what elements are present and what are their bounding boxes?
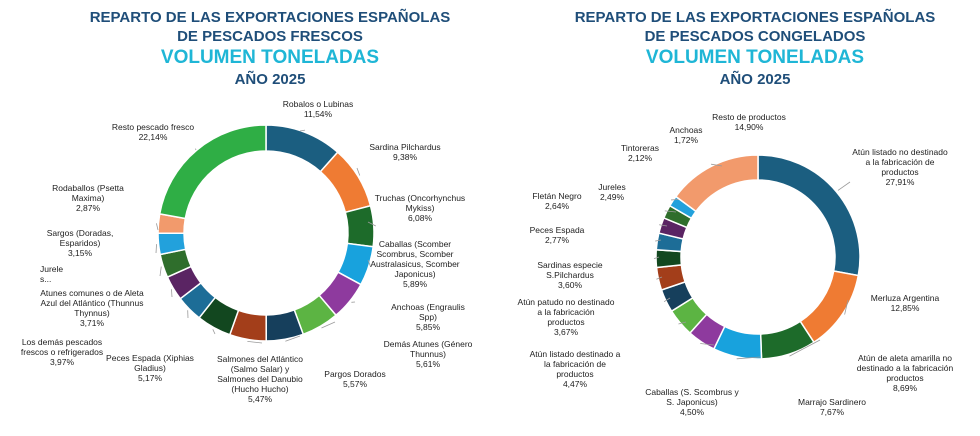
frozen-leader-line-3 bbox=[736, 356, 761, 360]
fresh-fish-donut-chart: Robalos o Lubinas 11,54% Sardina Pilchardu… bbox=[21, 99, 473, 404]
right-chart-title-block: REPARTO DE LAS EXPORTACIONES ESPAÑOLAS D… bbox=[555, 8, 955, 89]
frozen-leader-line-1 bbox=[844, 299, 849, 315]
fresh-slice-label-2: Truchas (Oncorhynchus Mykiss) 6,08% bbox=[375, 193, 465, 223]
frozen-leader-line-8 bbox=[653, 256, 660, 260]
frozen-leader-line-9 bbox=[655, 239, 662, 242]
frozen-leader-line-11 bbox=[664, 210, 677, 213]
frozen-slice-label-10: Jureles 2,49% bbox=[598, 182, 625, 202]
fresh-leader-line-1 bbox=[356, 167, 361, 176]
frozen-slice-label-1: Merluza Argentina 12,85% bbox=[871, 293, 940, 313]
frozen-slice-label-5: Atún listado destinado a la fabricación d… bbox=[530, 349, 621, 389]
fresh-slice-label-9: Los demás pescados frescos o refrigerados… bbox=[21, 337, 103, 367]
frozen-slice-8 bbox=[655, 248, 683, 269]
frozen-slice-label-9: Fletán Negro 2,64% bbox=[532, 191, 581, 211]
right-chart-subtitle: VOLUMEN TONELADAS bbox=[645, 47, 865, 68]
frozen-leader-line-5 bbox=[678, 321, 687, 325]
frozen-leader-line-4 bbox=[700, 343, 715, 346]
fresh-leader-line-0 bbox=[299, 129, 306, 132]
frozen-slice-1 bbox=[799, 270, 860, 344]
fresh-leader-line-7 bbox=[247, 341, 263, 344]
frozen-leader-line-2 bbox=[789, 339, 821, 357]
right-chart-year: AÑO 2025 bbox=[719, 71, 791, 88]
fresh-leader-line-6 bbox=[285, 335, 301, 342]
right-chart-title-line-2: DE PESCADOS CONGELADOS bbox=[644, 28, 866, 45]
left-chart-year: AÑO 2025 bbox=[234, 71, 306, 88]
fresh-slice-label-12: Sargos (Doradas, Esparidos) 3,15% bbox=[47, 228, 114, 258]
fresh-leader-line-5 bbox=[321, 321, 336, 329]
frozen-slice-label-13: Resto de productos 14,90% bbox=[712, 112, 786, 132]
frozen-slice-0 bbox=[757, 154, 861, 277]
frozen-slice-label-8: Peces Espada 2,77% bbox=[530, 225, 585, 245]
fresh-slice-label-8: Peces Espada (Xiphias Gladius) 5,17% bbox=[106, 353, 194, 383]
frozen-leader-line-0 bbox=[837, 181, 851, 191]
frozen-fish-donut-chart: Atún listado no destinado a la fabricació… bbox=[518, 112, 954, 417]
fresh-leader-line-12 bbox=[155, 244, 157, 254]
frozen-leader-line-13 bbox=[711, 163, 723, 167]
fresh-leader-line-11 bbox=[159, 266, 162, 277]
fresh-leader-line-14 bbox=[195, 148, 197, 151]
fresh-leader-line-13 bbox=[156, 223, 159, 231]
left-chart-title-block: REPARTO DE LAS EXPORTACIONES ESPAÑOLAS D… bbox=[60, 8, 480, 89]
fresh-slice-label-5: Demás Atunes (Género Thunnus) 5,61% bbox=[384, 339, 473, 369]
fresh-slice-label-3: Caballas (Scomber Scombrus, Scomber Austra… bbox=[370, 239, 459, 289]
frozen-slice-label-3: Marrajo Sardinero 7,67% bbox=[798, 397, 866, 417]
frozen-slice-label-6: Atún patudo no destinado a la fabricación… bbox=[518, 297, 615, 337]
fresh-slice-2 bbox=[344, 204, 375, 248]
fresh-slice-label-10: Atunes comunes o de Aleta Azul del Atlánt… bbox=[40, 288, 144, 328]
frozen-slice-label-12: Anchoas 1,72% bbox=[669, 125, 702, 145]
frozen-leader-line-6 bbox=[663, 297, 671, 303]
fresh-slice-label-14: Resto pescado fresco 22,14% bbox=[112, 122, 194, 142]
frozen-slice-label-7: Sardinas especie S.Pilchardus 3,60% bbox=[537, 260, 602, 290]
left-chart-title-line-2: DE PESCADOS FRESCOS bbox=[177, 28, 363, 45]
fresh-slice-label-0: Robalos o Lubinas 11,54% bbox=[283, 99, 353, 119]
fresh-slice-label-4: Anchoas (Engraulis Spp) 5,85% bbox=[391, 302, 465, 332]
fresh-slice-label-13: Rodaballos (Psetta Maxima) 2,87% bbox=[52, 183, 124, 213]
fresh-slice-label-7: Salmones del Atlántico (Salmo Salar) y Sal… bbox=[217, 354, 303, 404]
right-chart-title-line-1: REPARTO DE LAS EXPORTACIONES ESPAÑOLAS bbox=[574, 9, 936, 26]
left-chart-title-line-1: REPARTO DE LAS EXPORTACIONES ESPAÑOLAS bbox=[89, 9, 451, 26]
fresh-slice-label-11: Jurele s... bbox=[40, 264, 63, 284]
fresh-leader-line-3 bbox=[367, 259, 372, 267]
frozen-slice-13 bbox=[674, 154, 759, 213]
fresh-leader-line-2 bbox=[367, 221, 376, 227]
fresh-slice-label-6: Pargos Dorados 5,57% bbox=[324, 369, 385, 389]
left-chart-subtitle: VOLUMEN TONELADAS bbox=[160, 47, 380, 68]
fresh-leader-line-8 bbox=[212, 329, 216, 335]
frozen-slice-label-4: Caballas (S. Scombrus y S. Japonicus) 4,50… bbox=[645, 387, 739, 417]
frozen-leader-line-7 bbox=[656, 276, 663, 280]
fresh-slice-14 bbox=[158, 124, 267, 220]
frozen-slice-label-11: Tintoreras 2,12% bbox=[621, 143, 659, 163]
fresh-leader-line-10 bbox=[171, 289, 173, 298]
frozen-slice-label-0: Atún listado no destinado a la fabricació… bbox=[852, 147, 948, 187]
frozen-slice-label-2: Atún de aleta amarilla no destinado a la … bbox=[857, 353, 954, 393]
fresh-slice-label-1: Sardina Pilchardus 9,38% bbox=[369, 142, 440, 162]
frozen-leader-line-10 bbox=[659, 224, 668, 227]
